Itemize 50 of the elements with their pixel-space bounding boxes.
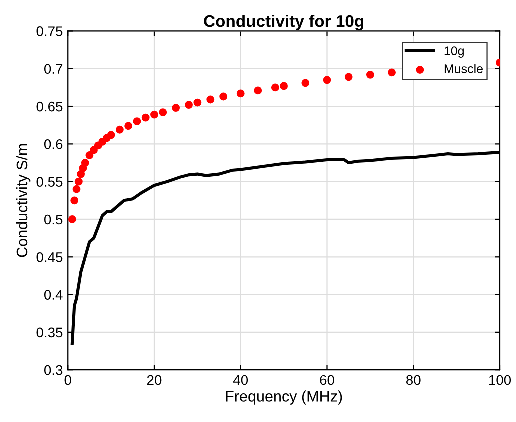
y-tick-label: 0.65 xyxy=(36,102,63,112)
point xyxy=(271,84,280,92)
point xyxy=(302,79,310,88)
chart-title: Conductivity for 10g xyxy=(204,14,364,31)
point xyxy=(142,114,150,122)
point xyxy=(150,110,158,119)
point xyxy=(172,104,180,112)
y-tick-label: 0.5 xyxy=(44,214,63,225)
point xyxy=(77,170,86,178)
point xyxy=(81,159,90,167)
y-tick-label: 0.4 xyxy=(44,290,63,300)
point xyxy=(185,101,193,109)
point xyxy=(86,152,94,160)
point xyxy=(220,92,228,101)
point xyxy=(344,73,353,82)
point xyxy=(236,90,245,98)
y-tick-label: 0.3 xyxy=(44,365,63,376)
y-axis-title: Conductivity S/m xyxy=(16,144,31,258)
point xyxy=(133,118,142,126)
point xyxy=(194,98,202,107)
point xyxy=(68,216,76,224)
point xyxy=(74,178,83,186)
point xyxy=(159,108,168,117)
point xyxy=(323,76,332,84)
x-tick-label: 20 xyxy=(147,375,162,386)
x-axis-title: Frequency (MHz) xyxy=(226,390,342,405)
point xyxy=(72,185,81,194)
x-tick-label: 0 xyxy=(64,375,72,386)
point xyxy=(107,131,116,140)
point xyxy=(366,70,374,79)
y-tick-label: 0.45 xyxy=(36,252,63,262)
point xyxy=(206,96,215,104)
y-tick-label: 0.6 xyxy=(44,140,63,150)
legend-label: 10g xyxy=(444,46,464,58)
point xyxy=(116,126,124,134)
y-tick-label: 0.55 xyxy=(36,177,63,188)
point xyxy=(254,86,262,95)
y-tick-label: 0.7 xyxy=(44,64,63,74)
x-tick-label: 80 xyxy=(406,375,421,386)
x-tick-label: 60 xyxy=(320,375,334,386)
y-tick-label: 0.75 xyxy=(36,26,63,36)
x-tick-label: 100 xyxy=(489,375,512,386)
y-tick-label: 0.35 xyxy=(36,328,63,338)
point xyxy=(280,82,288,90)
x-tick-label: 40 xyxy=(233,375,248,386)
point xyxy=(70,196,79,205)
point xyxy=(388,68,396,77)
legend-label: Muscle xyxy=(444,64,483,74)
point xyxy=(124,122,133,130)
point xyxy=(90,146,98,154)
